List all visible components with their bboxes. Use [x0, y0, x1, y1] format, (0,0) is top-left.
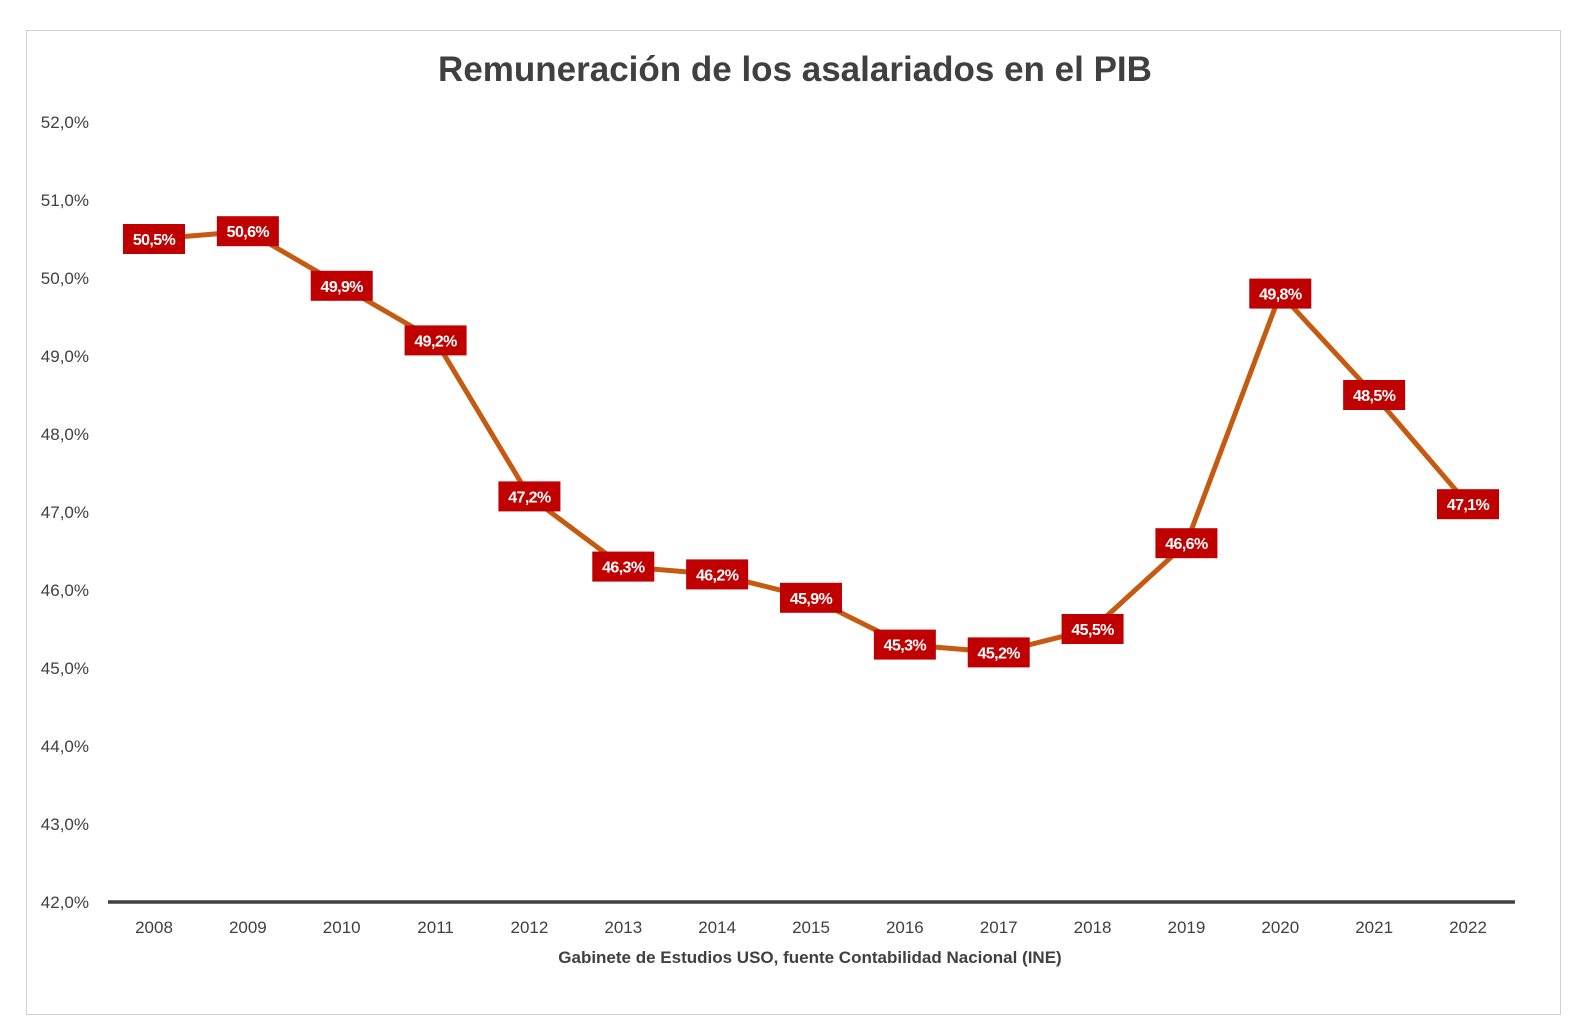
data-label-text: 49,9%: [321, 279, 364, 296]
data-label-box: [310, 270, 373, 301]
y-tick-label: 45,0%: [41, 659, 89, 678]
x-tick-label: 2019: [1168, 918, 1206, 937]
data-label-text: 49,8%: [1259, 287, 1302, 304]
x-axis-label: Gabinete de Estudios USO, fuente Contabi…: [558, 948, 1061, 967]
data-label-box: [1155, 528, 1218, 559]
data-label-box: [123, 224, 185, 254]
x-tick-label: 2009: [229, 918, 267, 937]
data-label-box: [498, 481, 561, 512]
x-tick-label: 2017: [980, 918, 1018, 937]
y-tick-label: 46,0%: [41, 581, 89, 600]
y-axis-ticks: 42,0% 43,0% 44,0% 45,0% 46,0% 47,0% 48,0% 49,0%…: [41, 113, 89, 912]
y-tick-label: 52,0%: [41, 113, 89, 132]
data-label-text: 46,2%: [696, 567, 739, 584]
data-label: 45,9%: [780, 582, 842, 613]
y-tick-label: 47,0%: [41, 503, 89, 522]
data-label-box: [686, 559, 749, 590]
x-tick-label: 2015: [792, 918, 830, 937]
data-label-text: 47,1%: [1447, 497, 1490, 514]
x-tick-label: 2013: [604, 918, 642, 937]
x-tick-label: 2016: [886, 918, 924, 937]
y-tick-label: 51,0%: [41, 191, 89, 210]
data-label-text: 45,9%: [790, 591, 833, 608]
x-tick-label: 2021: [1355, 918, 1393, 937]
data-label: 46,6%: [1155, 528, 1218, 559]
data-label: 45,3%: [873, 629, 936, 660]
data-label-text: 46,6%: [1165, 536, 1208, 553]
y-tick-label: 49,0%: [41, 347, 89, 366]
y-tick-label: 48,0%: [41, 425, 89, 444]
data-label-box: [1437, 489, 1499, 520]
data-label: 47,1%: [1437, 489, 1499, 520]
data-label-text: 46,3%: [602, 560, 645, 577]
data-label-box: [404, 325, 467, 356]
x-tick-label: 2014: [698, 918, 736, 937]
data-label-box: [592, 551, 655, 582]
data-label-box: [1343, 380, 1406, 410]
data-label-text: 48,5%: [1353, 388, 1396, 405]
x-axis-ticks: 2008 2009 2010 2011 2012 2013 2014 2015 2016 2017…: [135, 918, 1487, 937]
data-label-box: [873, 629, 936, 660]
data-label-box: [216, 216, 279, 247]
data-label-text: 45,3%: [884, 638, 927, 655]
x-tick-label: 2011: [417, 918, 454, 937]
data-label-box: [1061, 614, 1124, 644]
x-tick-label: 2022: [1449, 918, 1487, 937]
x-tick-label: 2008: [135, 918, 173, 937]
data-label-box: [1249, 278, 1312, 309]
x-tick-label: 2020: [1261, 918, 1299, 937]
data-label-text: 50,5%: [133, 232, 176, 249]
data-label: 50,5%: [123, 224, 185, 254]
data-labels: 50,5% 50,6% 49,9% 49,2% 47,2% 46,3% 46,2% 45,9%…: [123, 216, 1499, 668]
x-tick-label: 2012: [511, 918, 549, 937]
data-label-text: 50,6%: [227, 224, 270, 241]
chart-frame: [26, 30, 1561, 1015]
x-tick-label: 2010: [323, 918, 361, 937]
data-label-text: 47,2%: [508, 489, 551, 506]
y-tick-label: 50,0%: [41, 269, 89, 288]
data-label: 47,2%: [498, 481, 561, 512]
data-label-text: 49,2%: [414, 333, 457, 350]
data-label-text: 45,5%: [1071, 622, 1114, 639]
data-label: 49,8%: [1249, 278, 1312, 309]
y-tick-label: 42,0%: [41, 893, 89, 912]
data-label: 46,3%: [592, 551, 655, 582]
data-label-box: [967, 637, 1030, 668]
data-label: 49,2%: [404, 325, 467, 356]
data-label: 48,5%: [1343, 380, 1406, 410]
data-label: 50,6%: [216, 216, 279, 247]
data-label-box: [780, 582, 842, 613]
y-tick-label: 43,0%: [41, 815, 89, 834]
data-label: 45,2%: [967, 637, 1030, 668]
data-label: 46,2%: [686, 559, 749, 590]
x-tick-label: 2018: [1074, 918, 1112, 937]
data-label-text: 45,2%: [978, 645, 1021, 662]
y-tick-label: 44,0%: [41, 737, 89, 756]
data-label: 49,9%: [310, 270, 373, 301]
data-label: 45,5%: [1061, 614, 1124, 644]
chart-title: Remuneración de los asalariados en el PI…: [438, 50, 1152, 89]
